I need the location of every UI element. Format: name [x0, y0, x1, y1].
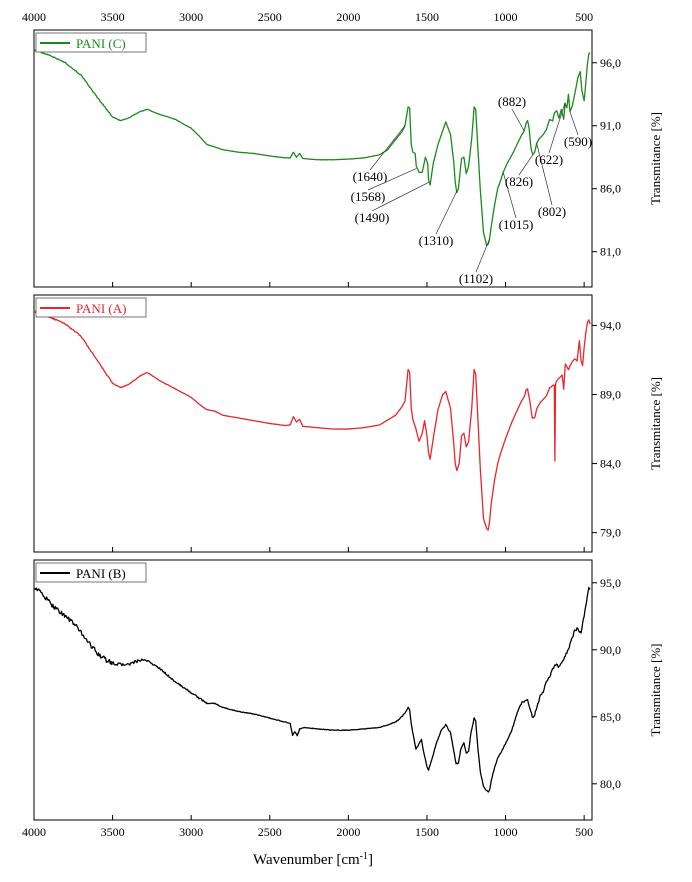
- panel-pani-a: 94,0 89,0 84,0 79,0 Transmitance [%] PANI (A): [33, 294, 663, 553]
- x-top-tick-label: 1000: [494, 10, 518, 24]
- y-tick-label: 81,0: [600, 245, 621, 259]
- y-tick-label: 95,0: [600, 576, 621, 590]
- y-tick-label: 96,0: [600, 56, 621, 70]
- panel-pani-c: 96,0 91,0 86,0 81,0 Transmitance [%] PANI (C)…: [33, 29, 663, 288]
- annotation-label: (1640): [353, 169, 388, 184]
- legend-label: PANI (B): [76, 566, 126, 581]
- legend-box: [35, 32, 147, 53]
- annotation-leader: [369, 125, 406, 171]
- y-tick-label: 86,0: [600, 182, 621, 196]
- legend-label: PANI (A): [76, 301, 126, 316]
- annotation-leader: [569, 111, 579, 136]
- panel-pani-b: 95,0 90,0 85,0 80,0 Transmitance [%] PANI (B): [33, 559, 663, 821]
- annotation-leader: [518, 154, 534, 176]
- x-axis: 4000 4000 3500 3500 3000 3000 2500 2500 2000 2000…: [22, 10, 593, 839]
- annotation-leader: [435, 191, 458, 235]
- annotation-label: (826): [505, 174, 533, 189]
- panel-frame: [33, 559, 593, 821]
- annotation-leader: [475, 238, 490, 273]
- x-top-tick-label: 1500: [415, 10, 439, 24]
- x-tick-label: 2000: [336, 825, 360, 839]
- x-top-tick-label: 3500: [101, 10, 125, 24]
- x-top-tick-label: 2500: [258, 10, 282, 24]
- x-tick-label: 3000: [179, 825, 203, 839]
- annotation-leader: [371, 182, 429, 212]
- y-axis-label: Transmitance [%]: [648, 112, 663, 205]
- annotation-leader: [367, 168, 417, 191]
- annotation-leader: [502, 172, 517, 219]
- x-tick-label: 4000: [22, 825, 46, 839]
- y-axis-label: Transmitance [%]: [648, 377, 663, 470]
- annotation-label: (590): [564, 134, 592, 149]
- y-tick-label: 84,0: [600, 457, 621, 471]
- annotation-label: (1568): [351, 189, 386, 204]
- series-line-a: [33, 310, 591, 531]
- y-tick-label: 94,0: [600, 318, 621, 332]
- annotation-leader: [548, 102, 566, 154]
- y-tick-label: 79,0: [600, 526, 621, 540]
- annotation-label: (882): [498, 94, 526, 109]
- x-top-tick-label: 3000: [179, 10, 203, 24]
- annotation-label: (622): [535, 152, 563, 167]
- panel-frame: [33, 29, 593, 288]
- x-tick-label: 2500: [258, 825, 282, 839]
- legend-box: [35, 562, 147, 583]
- annotation-leader: [511, 108, 525, 131]
- x-axis-label: Wavenumber [cm-1]: [253, 851, 373, 869]
- y-tick-label: 91,0: [600, 119, 621, 133]
- annotation-label: (1102): [459, 271, 493, 286]
- panel-frame: [33, 294, 593, 553]
- x-tick-label: 1500: [415, 825, 439, 839]
- annotation-label: (1015): [499, 217, 534, 232]
- y-tick-label: 85,0: [600, 710, 621, 724]
- y-tick-label: 89,0: [600, 387, 621, 401]
- y-axis-label: Transmitance [%]: [648, 643, 663, 736]
- legend-label: PANI (C): [76, 36, 126, 51]
- x-tick-label: 3500: [101, 825, 125, 839]
- annotation-label: (1490): [355, 210, 390, 225]
- x-top-tick-label: 4000: [22, 10, 46, 24]
- x-tick-label: 1000: [494, 825, 518, 839]
- annotation-leader: [536, 143, 553, 206]
- y-tick-label: 80,0: [600, 777, 621, 791]
- legend-box: [35, 297, 147, 318]
- series-line-b: [33, 586, 591, 793]
- x-top-tick-label: 500: [575, 10, 593, 24]
- x-tick-label: 500: [575, 825, 593, 839]
- annotation-label: (1310): [419, 233, 454, 248]
- series-line-c: [33, 49, 591, 247]
- y-tick-label: 90,0: [600, 643, 621, 657]
- x-top-tick-label: 2000: [336, 10, 360, 24]
- annotation-label: (802): [538, 204, 566, 219]
